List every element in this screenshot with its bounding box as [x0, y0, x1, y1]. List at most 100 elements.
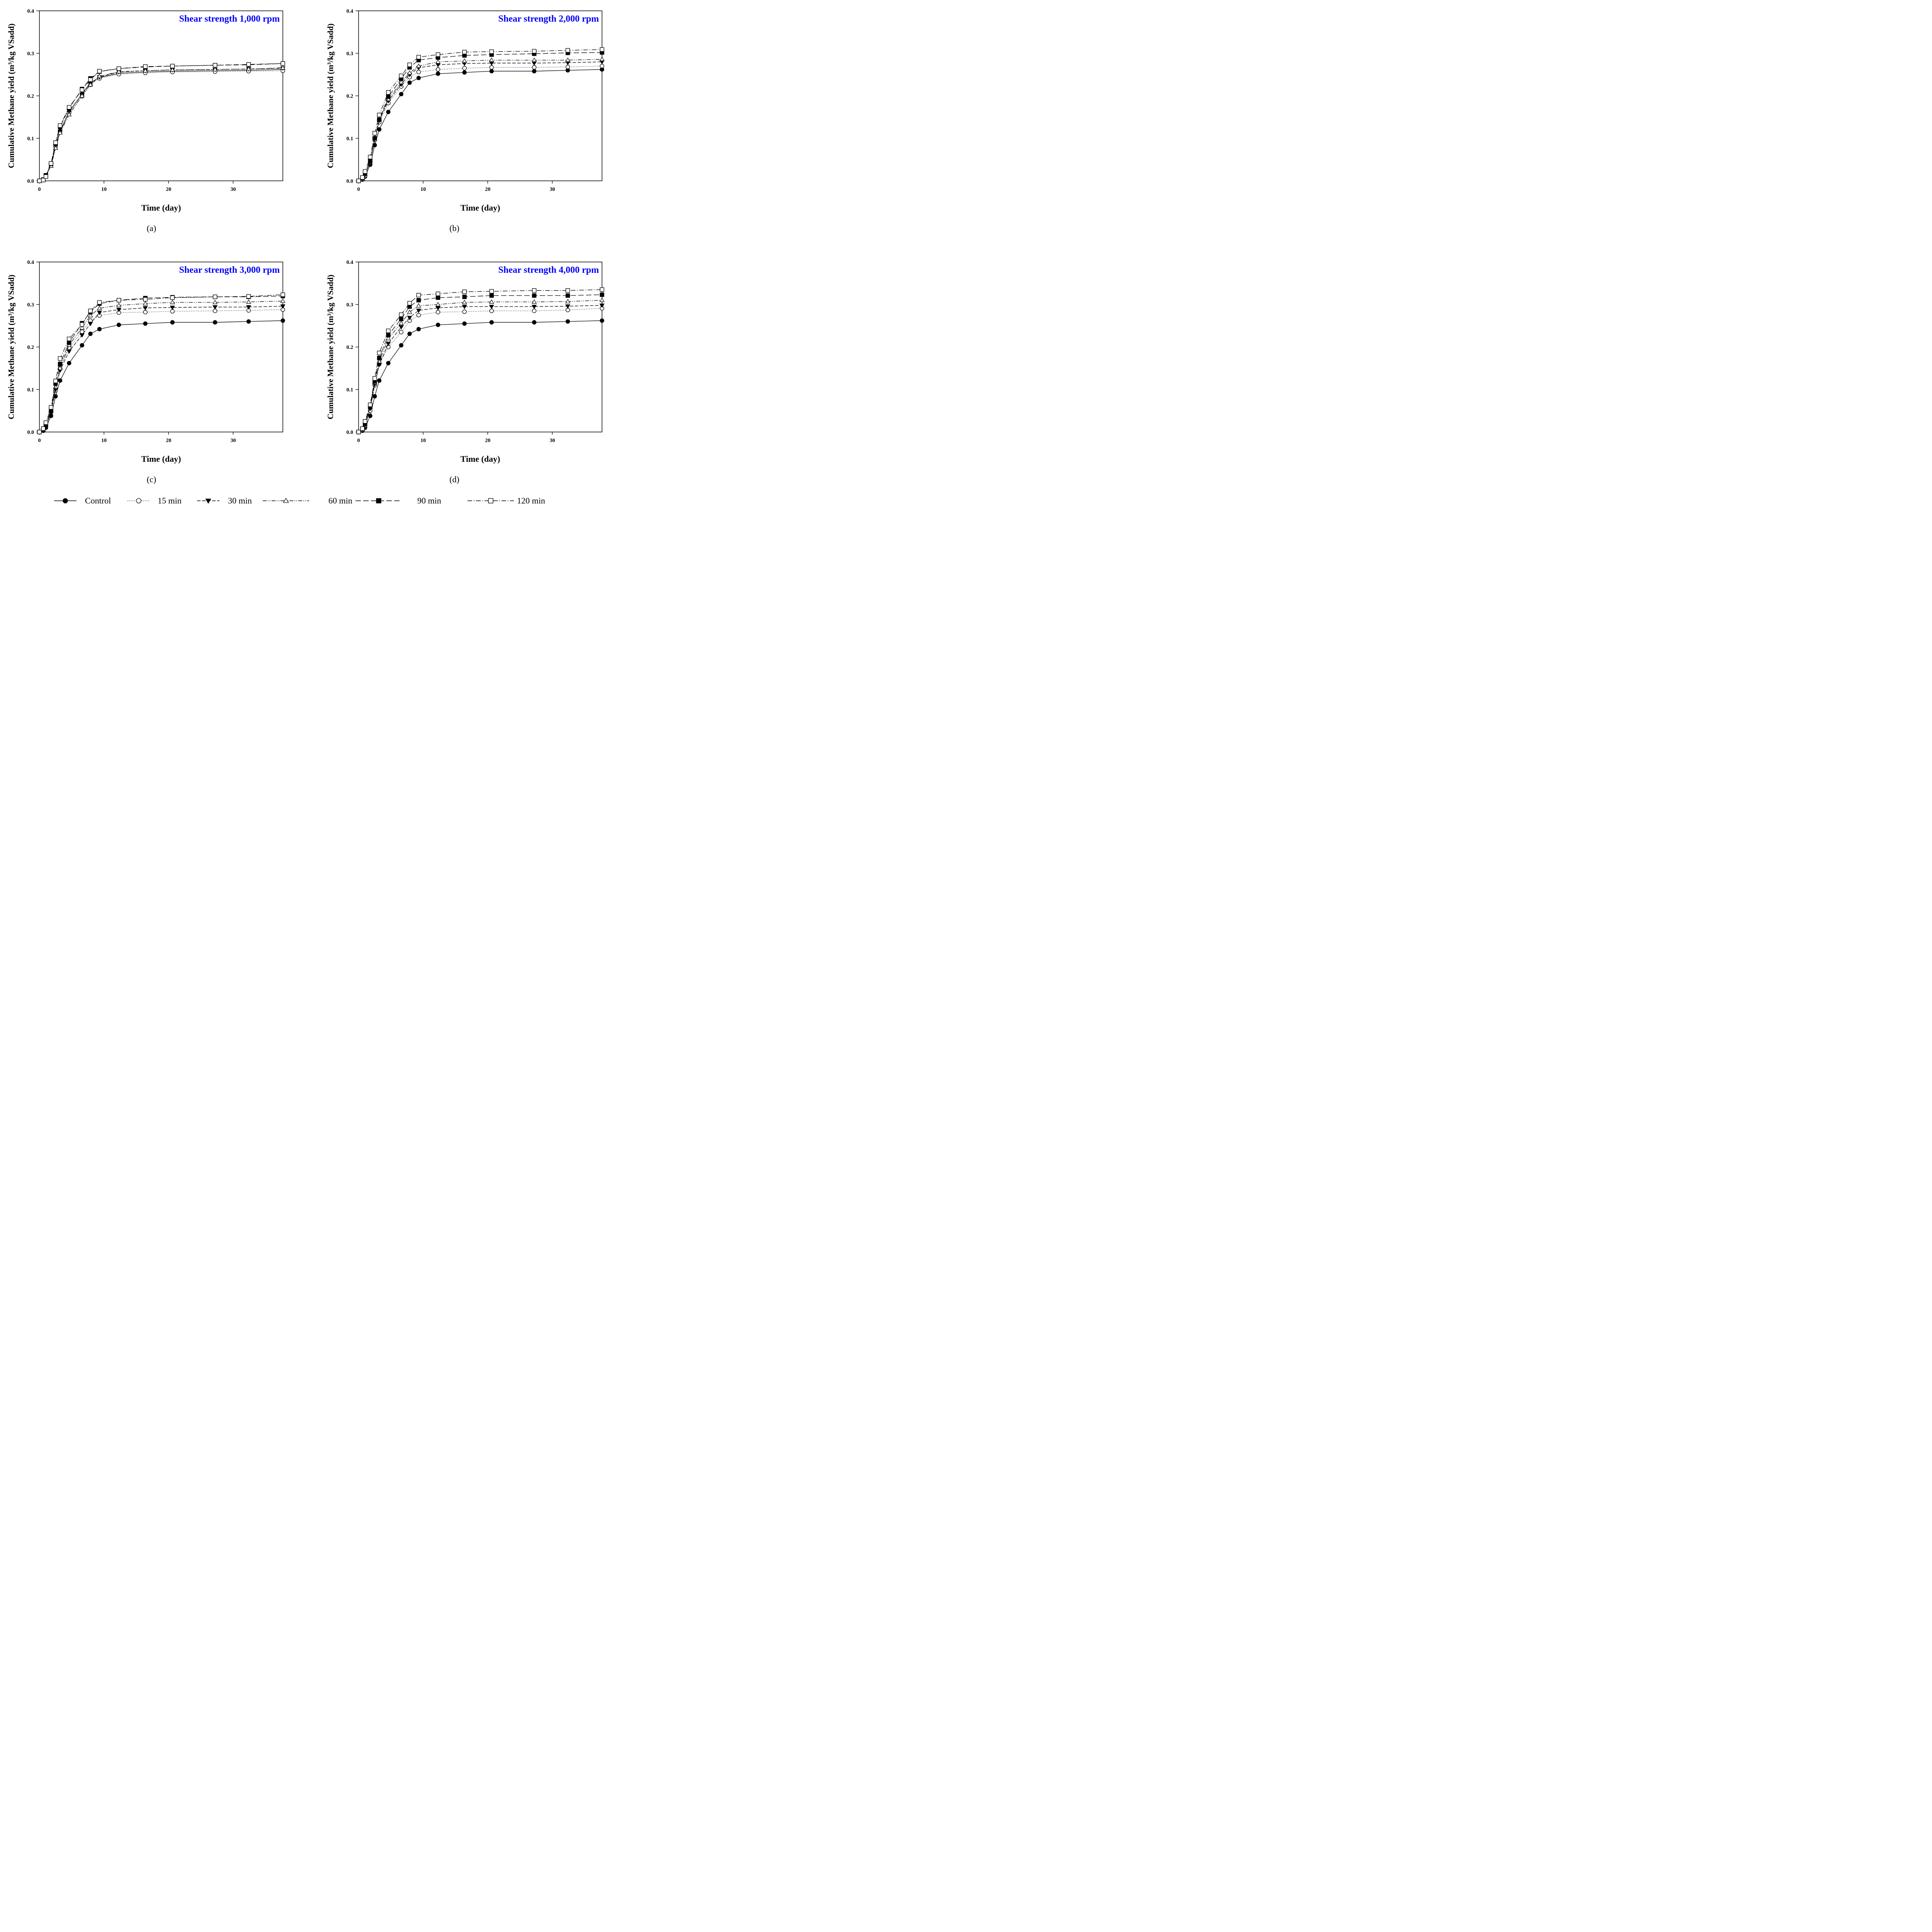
data-point	[143, 68, 148, 73]
data-point	[435, 323, 440, 327]
data-point	[531, 299, 537, 304]
data-point	[599, 56, 605, 61]
series-control	[37, 67, 285, 183]
data-point	[88, 313, 93, 318]
series-line	[358, 320, 602, 432]
data-point	[67, 361, 71, 366]
series-30-min	[37, 304, 286, 435]
data-point	[407, 316, 412, 320]
x-tick-label: 0	[357, 187, 360, 192]
series-control	[356, 67, 604, 183]
data-point	[462, 310, 467, 314]
x-tick-label: 0	[357, 438, 360, 444]
data-point	[143, 310, 148, 315]
data-point	[360, 175, 365, 180]
series-30-min	[37, 66, 286, 184]
series-line	[39, 306, 283, 432]
legend-svg: Control 15 min 30 min 60 min 90 min 120 min	[54, 496, 545, 505]
data-point	[143, 306, 148, 311]
data-point	[49, 405, 53, 410]
data-point	[565, 293, 570, 298]
data-point	[58, 378, 63, 383]
data-point	[53, 140, 58, 145]
y-axis-label: Cumulative Methane yield (m³/kg VSadd)	[326, 275, 335, 420]
data-point	[489, 65, 494, 70]
data-point	[462, 299, 467, 304]
data-point	[116, 308, 122, 312]
data-point	[399, 92, 403, 97]
data-point	[416, 55, 421, 60]
plot-frame	[358, 10, 602, 181]
x-tick-label: 10	[101, 438, 107, 444]
series-15-min	[37, 307, 285, 434]
data-point	[435, 59, 441, 64]
series-line	[39, 67, 283, 181]
data-point	[532, 288, 537, 293]
data-point	[416, 327, 421, 332]
legend-item: 30 min	[197, 496, 252, 505]
data-point	[212, 299, 218, 304]
series-120-min	[356, 47, 604, 183]
data-point	[41, 426, 46, 431]
data-point	[489, 304, 494, 310]
panel-caption: (c)	[146, 474, 156, 484]
data-point	[532, 308, 537, 313]
data-point	[356, 179, 361, 183]
data-point	[399, 316, 403, 321]
data-point	[281, 318, 285, 323]
legend-item: 15 min	[128, 496, 182, 505]
y-tick-label: 0.3	[347, 302, 354, 308]
data-point	[565, 65, 570, 69]
legend-label: 30 min	[228, 496, 252, 505]
data-point	[97, 69, 102, 73]
data-point	[360, 426, 365, 431]
data-point	[435, 295, 440, 300]
legend-marker	[283, 498, 289, 503]
x-axis-label: Time (day)	[461, 203, 500, 213]
series-15-min	[37, 68, 285, 183]
legend-item: 90 min	[355, 496, 441, 505]
data-point	[565, 288, 570, 293]
data-point	[531, 304, 537, 310]
y-tick-label: 0.2	[27, 94, 34, 99]
data-point	[489, 320, 494, 325]
data-point	[368, 155, 372, 160]
legend-item: Control	[54, 496, 111, 505]
data-point	[407, 310, 412, 314]
x-tick-label: 20	[166, 187, 171, 192]
data-point	[398, 320, 404, 325]
data-point	[58, 356, 63, 361]
data-point	[368, 159, 372, 164]
data-point	[399, 330, 403, 335]
legend: Control 15 min 30 min 60 min 90 min 120 min	[54, 494, 603, 506]
data-point	[565, 304, 570, 309]
y-tick-label: 0.3	[27, 51, 34, 57]
series-line	[358, 300, 602, 432]
data-point	[600, 293, 604, 297]
data-point	[170, 299, 175, 304]
data-point	[399, 343, 403, 348]
y-tick-label: 0.1	[347, 136, 354, 142]
data-point	[58, 123, 63, 128]
data-point	[53, 379, 58, 383]
chart-a: 0.0 0.1 0.2 0.3 0.4 0 10 20 30 Time (day) Cumulati…	[7, 9, 286, 213]
data-point	[372, 131, 377, 136]
data-point	[80, 322, 84, 327]
panel-caption: (b)	[449, 223, 459, 233]
series-control	[356, 318, 604, 434]
series-line	[39, 69, 283, 181]
data-point	[280, 65, 286, 70]
data-point	[416, 70, 421, 75]
series-60-min	[356, 56, 605, 183]
panel-b: 0.0 0.1 0.2 0.3 0.4 0 10 20 30 Time (day) Cumulati…	[319, 0, 622, 240]
series-15-min	[356, 306, 604, 434]
data-point	[565, 57, 570, 62]
series-line	[39, 63, 283, 181]
x-tick-label: 30	[230, 187, 236, 192]
data-point	[88, 321, 93, 327]
data-point	[462, 294, 467, 299]
data-point	[116, 66, 121, 71]
data-point	[377, 355, 382, 361]
data-point	[386, 361, 391, 366]
data-point	[565, 319, 570, 324]
